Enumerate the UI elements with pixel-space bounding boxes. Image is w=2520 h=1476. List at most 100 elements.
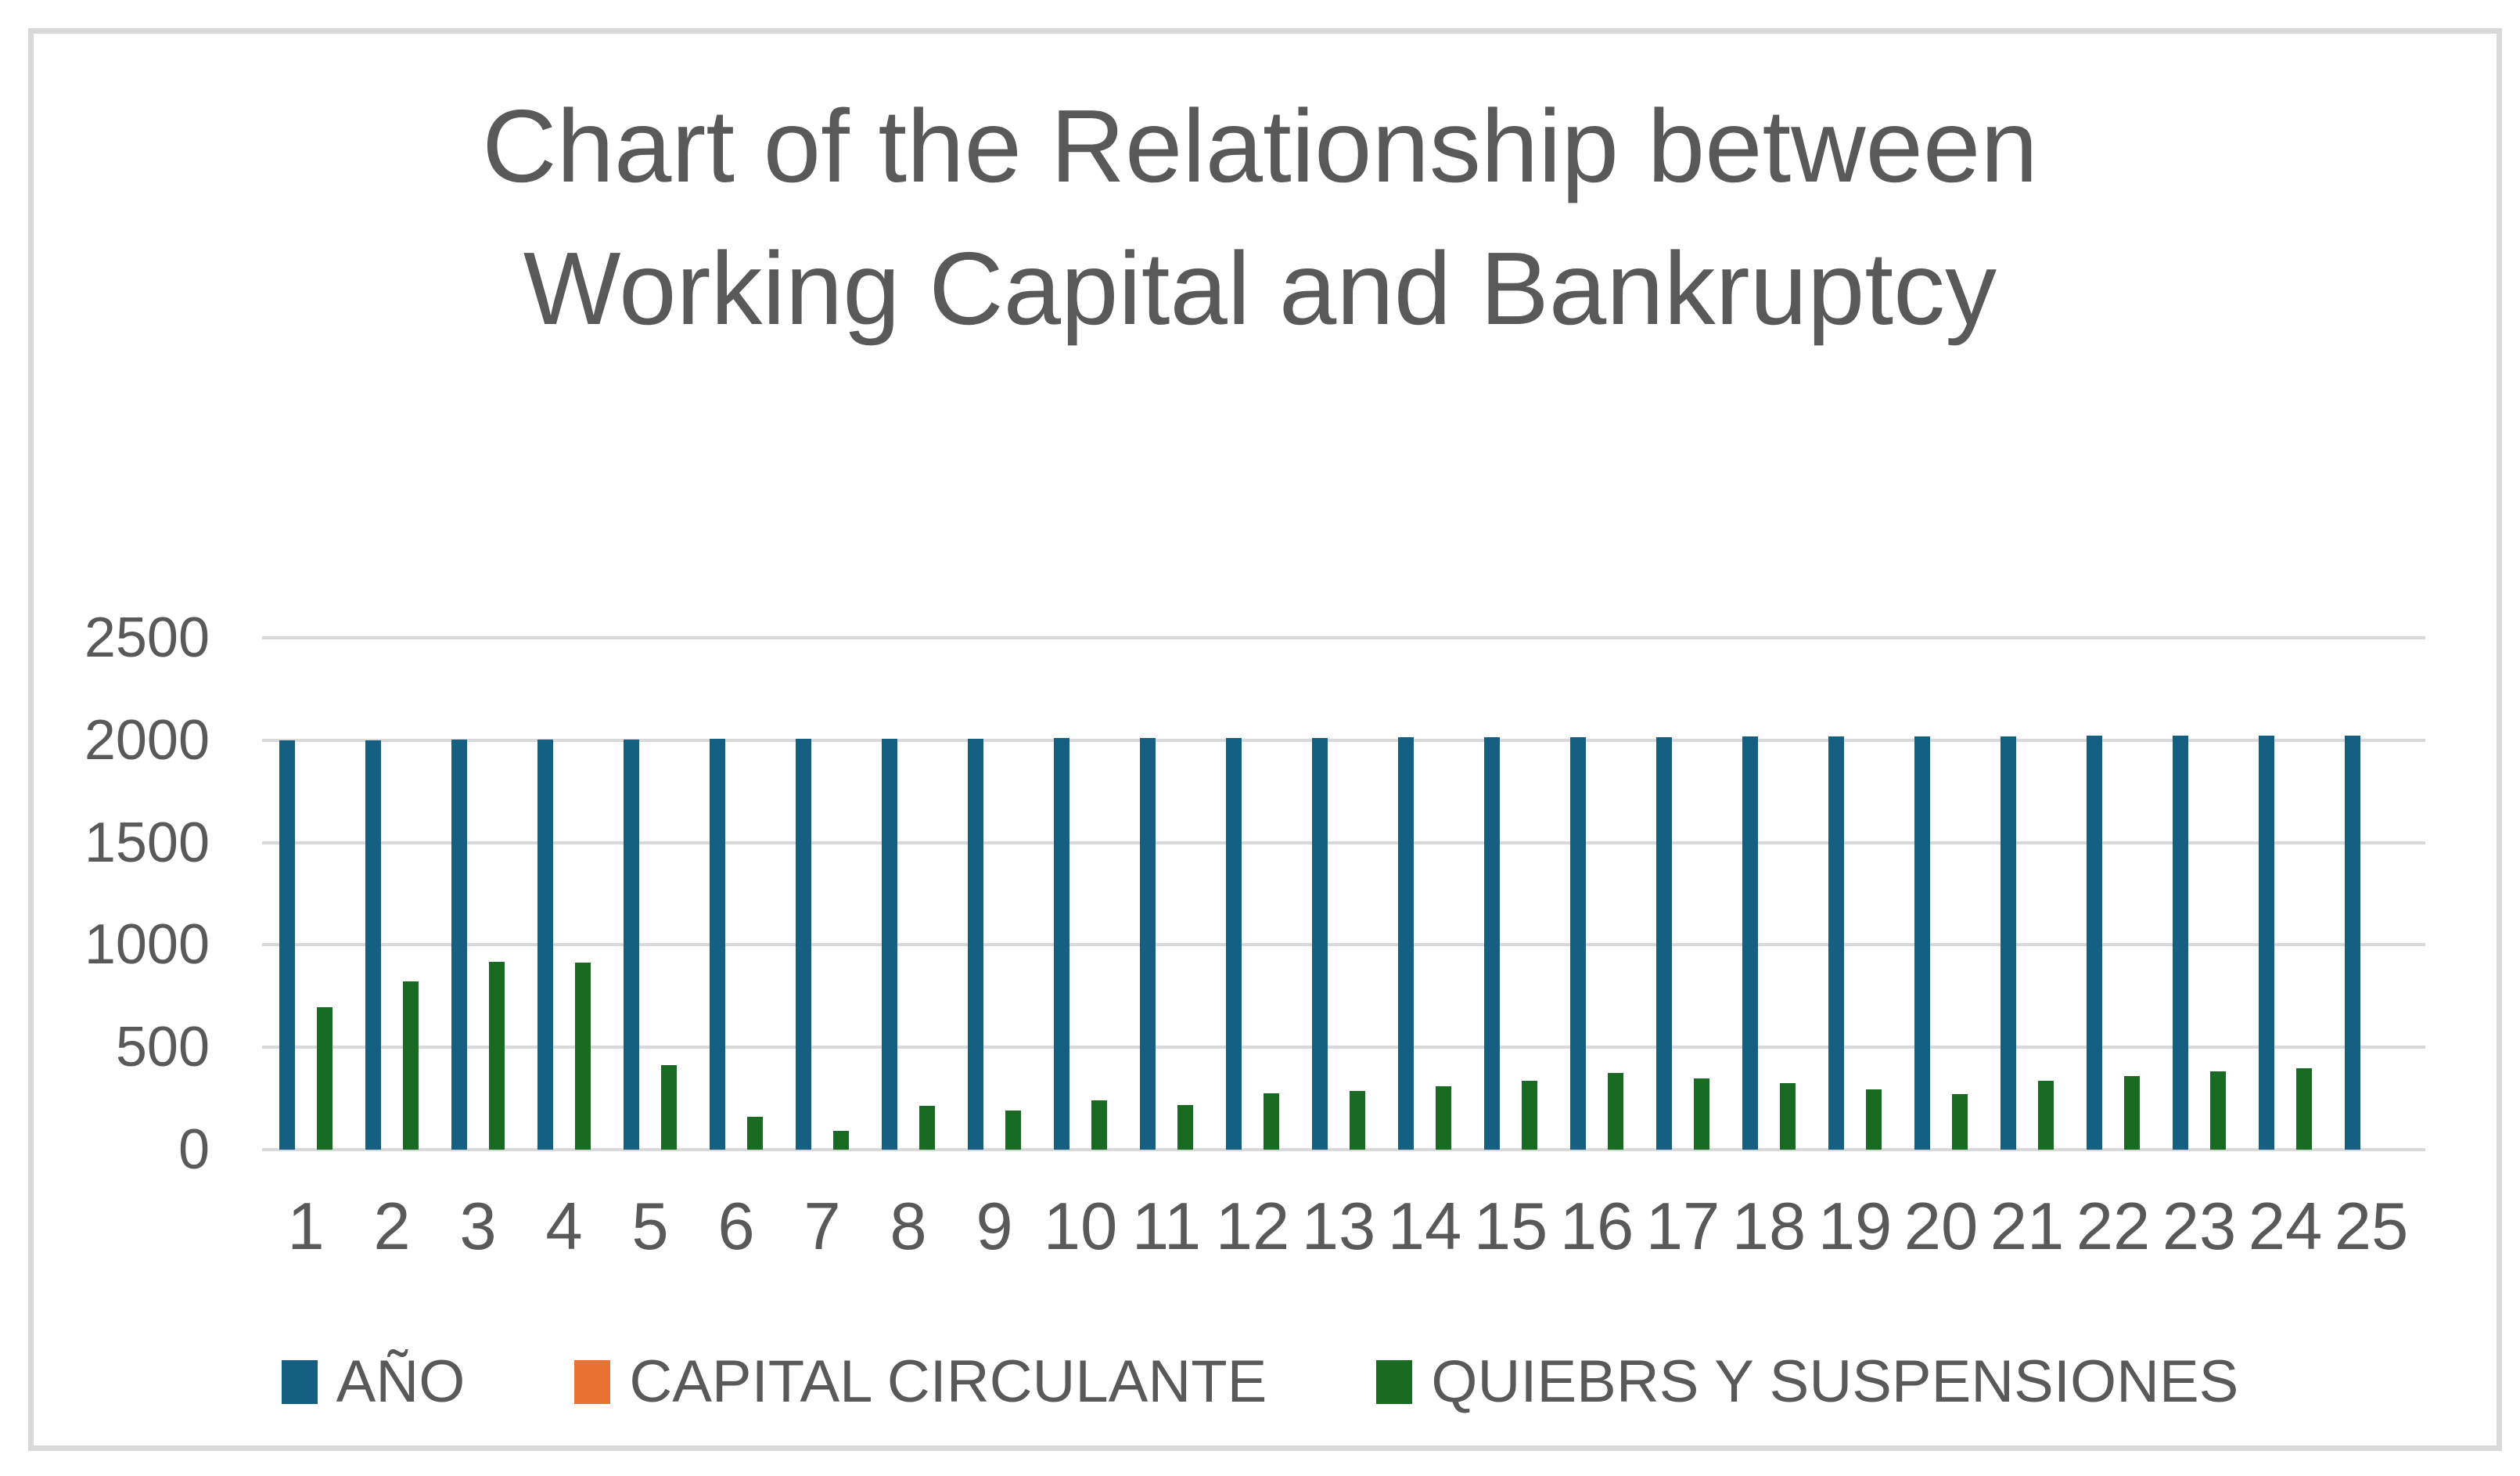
x-axis-category-label-17: 17: [1645, 1190, 1720, 1264]
bar-ano-15: [1484, 737, 1500, 1150]
bar-quiebras-y-suspensiones-5: [661, 1065, 677, 1150]
bar-quiebras-y-suspensiones-3: [489, 962, 505, 1150]
bar-quiebras-y-suspensiones-24: [2296, 1068, 2312, 1150]
gridline-500: [262, 1046, 2425, 1049]
x-axis-category-label-23: 23: [2162, 1190, 2237, 1264]
bar-quiebras-y-suspensiones-11: [1177, 1105, 1193, 1150]
x-axis-category-label-13: 13: [1301, 1190, 1376, 1264]
x-axis-category-label-2: 2: [373, 1190, 411, 1264]
bar-quiebras-y-suspensiones-23: [2210, 1071, 2226, 1150]
y-axis-tick-label-2000: 2000: [84, 709, 210, 772]
bar-ano-2: [365, 740, 381, 1150]
legend: AÑO CAPITAL CIRCULANTE QUIEBRS Y SUSPENS…: [0, 1348, 2520, 1416]
x-axis-category-label-10: 10: [1043, 1190, 1118, 1264]
x-axis-category-label-12: 12: [1215, 1190, 1290, 1264]
bar-quiebras-y-suspensiones-4: [575, 963, 591, 1150]
bar-ano-8: [882, 739, 897, 1150]
x-axis-category-label-14: 14: [1387, 1190, 1462, 1264]
bar-ano-25: [2345, 736, 2360, 1150]
x-axis-category-label-18: 18: [1731, 1190, 1806, 1264]
bar-ano-7: [796, 739, 811, 1150]
bar-ano-12: [1226, 738, 1242, 1150]
bar-quiebras-y-suspensiones-2: [403, 981, 419, 1150]
chart-title-line-1: Chart of the Relationship between: [482, 88, 2038, 203]
x-axis-category-label-8: 8: [890, 1190, 927, 1264]
gridline-1500: [262, 841, 2425, 844]
bar-ano-10: [1054, 738, 1069, 1150]
bar-ano-16: [1570, 737, 1586, 1150]
x-axis-category-label-3: 3: [459, 1190, 497, 1264]
bar-quiebras-y-suspensiones-21: [2038, 1081, 2054, 1150]
x-axis-category-label-4: 4: [545, 1190, 583, 1264]
bar-ano-24: [2259, 736, 2274, 1150]
bar-quiebras-y-suspensiones-1: [317, 1007, 333, 1150]
legend-swatch-ano: [281, 1359, 318, 1404]
bar-ano-5: [624, 740, 639, 1150]
legend-swatch-capital-circulante: [574, 1359, 611, 1404]
x-axis-category-label-22: 22: [2076, 1190, 2151, 1264]
legend-swatch-quiebras-y-suspensiones: [1376, 1359, 1413, 1404]
chart-frame-border: [28, 28, 2502, 1451]
chart-title-line-2: Working Capital and Bankruptcy: [523, 231, 1997, 346]
x-axis-category-label-7: 7: [803, 1190, 841, 1264]
bar-quiebras-y-suspensiones-9: [1005, 1111, 1021, 1150]
x-axis-category-label-15: 15: [1473, 1190, 1548, 1264]
bar-quiebras-y-suspensiones-19: [1866, 1089, 1882, 1150]
gridline-2500: [262, 636, 2425, 639]
bar-quiebras-y-suspensiones-15: [1522, 1081, 1537, 1150]
x-axis-category-label-21: 21: [1990, 1190, 2065, 1264]
x-axis-category-label-24: 24: [2248, 1190, 2323, 1264]
bar-quiebras-y-suspensiones-18: [1780, 1083, 1796, 1150]
bar-ano-13: [1312, 738, 1328, 1150]
x-axis-category-label-6: 6: [717, 1190, 755, 1264]
y-axis-tick-label-1000: 1000: [84, 913, 210, 976]
bar-ano-9: [968, 739, 983, 1150]
x-axis-category-label-9: 9: [976, 1190, 1013, 1264]
x-axis-category-label-25: 25: [2334, 1190, 2409, 1264]
legend-label-capital-circulante: CAPITAL CIRCULANTE: [629, 1348, 1267, 1415]
bar-quiebras-y-suspensiones-7: [833, 1131, 849, 1150]
bar-quiebras-y-suspensiones-8: [919, 1106, 935, 1150]
bar-ano-14: [1398, 737, 1414, 1150]
bar-ano-22: [2087, 736, 2102, 1150]
bar-quiebras-y-suspensiones-10: [1091, 1100, 1107, 1150]
bar-ano-17: [1656, 737, 1672, 1150]
bar-ano-11: [1140, 738, 1156, 1150]
x-axis-category-label-19: 19: [1817, 1190, 1893, 1264]
bar-ano-1: [279, 740, 295, 1150]
legend-item-capital-circulante: CAPITAL CIRCULANTE: [574, 1348, 1267, 1416]
x-axis-category-label-16: 16: [1559, 1190, 1634, 1264]
legend-item-quiebras-y-suspensiones: QUIEBRS Y SUSPENSIONES: [1376, 1348, 2238, 1416]
bar-quiebras-y-suspensiones-12: [1264, 1093, 1279, 1150]
bar-quiebras-y-suspensiones-6: [747, 1117, 763, 1150]
bar-quiebras-y-suspensiones-20: [1952, 1094, 1968, 1150]
y-axis-tick-label-0: 0: [178, 1118, 210, 1181]
bar-ano-19: [1828, 736, 1844, 1150]
legend-item-ano: AÑO: [281, 1348, 466, 1416]
bar-ano-18: [1742, 736, 1758, 1150]
bar-ano-6: [710, 739, 725, 1150]
y-axis-tick-label-500: 500: [115, 1016, 210, 1078]
bar-quiebras-y-suspensiones-14: [1436, 1086, 1451, 1150]
bar-ano-23: [2173, 736, 2188, 1150]
y-axis-tick-label-1500: 1500: [84, 812, 210, 874]
x-axis-category-label-11: 11: [1131, 1190, 1202, 1264]
legend-label-quiebras-y-suspensiones: QUIEBRS Y SUSPENSIONES: [1431, 1348, 2239, 1415]
bar-quiebras-y-suspensiones-16: [1608, 1073, 1623, 1150]
chart-title: Chart of the Relationship between Workin…: [0, 75, 2520, 360]
legend-label-ano: AÑO: [336, 1348, 466, 1415]
bar-quiebras-y-suspensiones-13: [1350, 1091, 1365, 1150]
x-axis-category-label-20: 20: [1903, 1190, 1979, 1264]
gridline-1000: [262, 943, 2425, 946]
bar-ano-4: [537, 740, 553, 1150]
bar-quiebras-y-suspensiones-22: [2124, 1076, 2140, 1150]
bar-quiebras-y-suspensiones-17: [1694, 1078, 1709, 1150]
x-axis-category-label-5: 5: [631, 1190, 669, 1264]
bar-ano-3: [451, 740, 467, 1150]
x-axis-category-label-1: 1: [287, 1190, 325, 1264]
y-axis-tick-label-2500: 2500: [84, 607, 210, 669]
gridline-0: [262, 1148, 2425, 1151]
bar-ano-20: [1914, 736, 1930, 1150]
bar-ano-21: [2001, 736, 2016, 1150]
